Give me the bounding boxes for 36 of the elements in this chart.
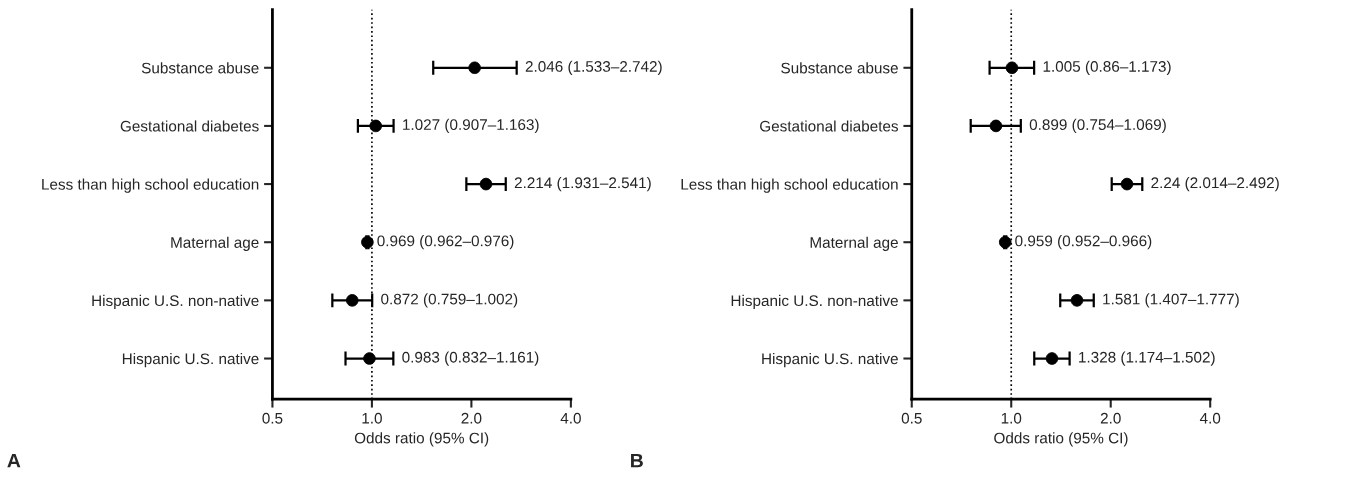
- y-tick-label: Hispanic U.S. non-native: [731, 294, 898, 310]
- text: A: [7, 453, 21, 468]
- y-tick-label: Less than high school education: [42, 178, 259, 193]
- x-axis-title: Odds ratio (95% CI): [994, 432, 1128, 447]
- y-tick-label: Maternal age: [810, 236, 898, 251]
- data-label: 0.872 (0.759–1.002): [381, 293, 518, 308]
- x-axis-title: Odds ratio (95% CI): [354, 432, 489, 447]
- x-tick-label: 4.0: [1199, 412, 1221, 424]
- data-label: 0.959 (0.952–0.966): [1015, 235, 1152, 250]
- data-label: 1.005 (0.86–1.173): [1043, 60, 1171, 75]
- x-tick-label: 0.5: [262, 412, 283, 424]
- y-tick-label: Gestational diabetes: [120, 120, 259, 132]
- x-tick-label: 4.0: [560, 412, 581, 424]
- y-tick-label: Hispanic U.S. native: [122, 352, 259, 368]
- y-tick-label: Maternal age: [171, 236, 259, 251]
- x-tick-label: 2.0: [461, 412, 482, 424]
- data-label: 2.214 (1.931–2.541): [514, 176, 651, 192]
- data-label: 2.24 (2.014–2.492): [1151, 176, 1279, 192]
- data-label: 2.046 (1.533–2.742): [525, 60, 662, 75]
- data-label: 1.581 (1.407–1.777): [1103, 293, 1239, 308]
- y-tick-label: Substance abuse: [781, 62, 898, 74]
- y-tick-label: Less than high school education: [681, 178, 898, 193]
- data-label: 0.969 (0.962–0.976): [377, 235, 514, 250]
- y-tick-label: Gestational diabetes: [760, 120, 899, 132]
- x-tick-label: 2.0: [1100, 412, 1121, 424]
- text: B: [631, 453, 643, 468]
- y-tick-label: Hispanic U.S. non-native: [92, 294, 259, 310]
- data-label: 1.027 (0.907–1.163): [403, 118, 539, 134]
- x-tick-label: 1.0: [362, 412, 382, 424]
- y-tick-label: Substance abuse: [141, 62, 259, 74]
- data-label: 0.983 (0.832–1.161): [402, 351, 539, 366]
- x-tick-label: 0.5: [901, 412, 922, 424]
- x-tick-label: 1.0: [1001, 412, 1022, 424]
- y-tick-label: Hispanic U.S. native: [762, 352, 898, 368]
- data-label: 1.328 (1.174–1.502): [1079, 351, 1215, 366]
- data-label: 0.899 (0.754–1.069): [1029, 118, 1166, 134]
